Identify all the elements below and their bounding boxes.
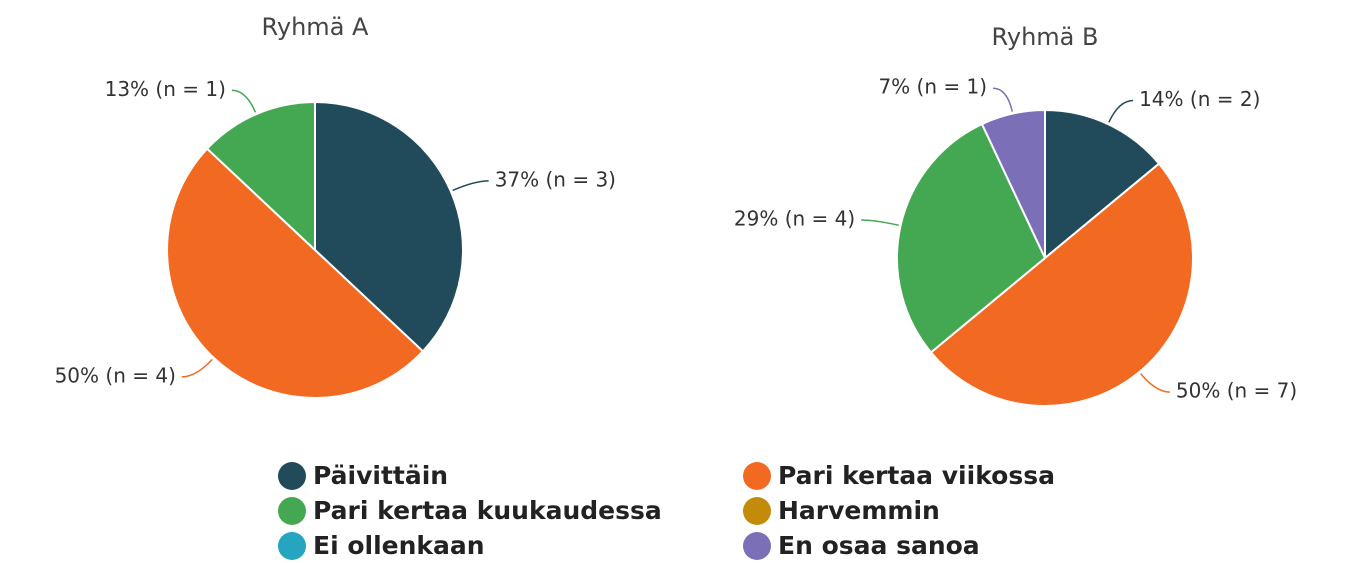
data-label: 13% (n = 1) — [105, 77, 226, 101]
pie-slice — [314, 100, 464, 353]
pie-slice — [205, 100, 316, 253]
legend-label: Päivittäin — [313, 461, 448, 490]
leader-line — [231, 89, 257, 113]
legend-label: Ei ollenkaan — [313, 531, 485, 560]
leader-line — [181, 358, 213, 378]
pie-slice — [980, 108, 1046, 259]
legend-label: Pari kertaa kuukaudessa — [313, 496, 662, 525]
leader-line — [452, 180, 489, 192]
leader-line — [1108, 99, 1134, 123]
leader-line — [1140, 373, 1170, 393]
data-label: 50% (n = 4) — [55, 363, 176, 387]
legend-swatch — [743, 462, 771, 490]
pie-slice — [929, 162, 1194, 407]
pie-slice — [166, 147, 425, 399]
legend-swatch — [278, 462, 306, 490]
chart-title: Ryhmä B — [992, 23, 1099, 51]
data-label: 29% (n = 4) — [734, 207, 855, 231]
legend-label: Pari kertaa viikossa — [778, 461, 1055, 490]
data-label: 50% (n = 7) — [1176, 379, 1297, 403]
legend-swatch — [278, 532, 306, 560]
leader-line — [861, 219, 899, 227]
data-label: 14% (n = 2) — [1139, 87, 1260, 111]
legend-label: Harvemmin — [778, 496, 940, 525]
legend-label: En osaa sanoa — [778, 531, 980, 560]
data-label: 37% (n = 3) — [495, 167, 616, 191]
chart-title: Ryhmä A — [262, 13, 369, 41]
legend-swatch — [743, 497, 771, 525]
pie-slice — [1044, 108, 1161, 261]
data-label: 7% (n = 1) — [878, 75, 987, 99]
leader-line — [992, 87, 1014, 112]
legend-swatch — [743, 532, 771, 560]
legend-swatch — [278, 497, 306, 525]
